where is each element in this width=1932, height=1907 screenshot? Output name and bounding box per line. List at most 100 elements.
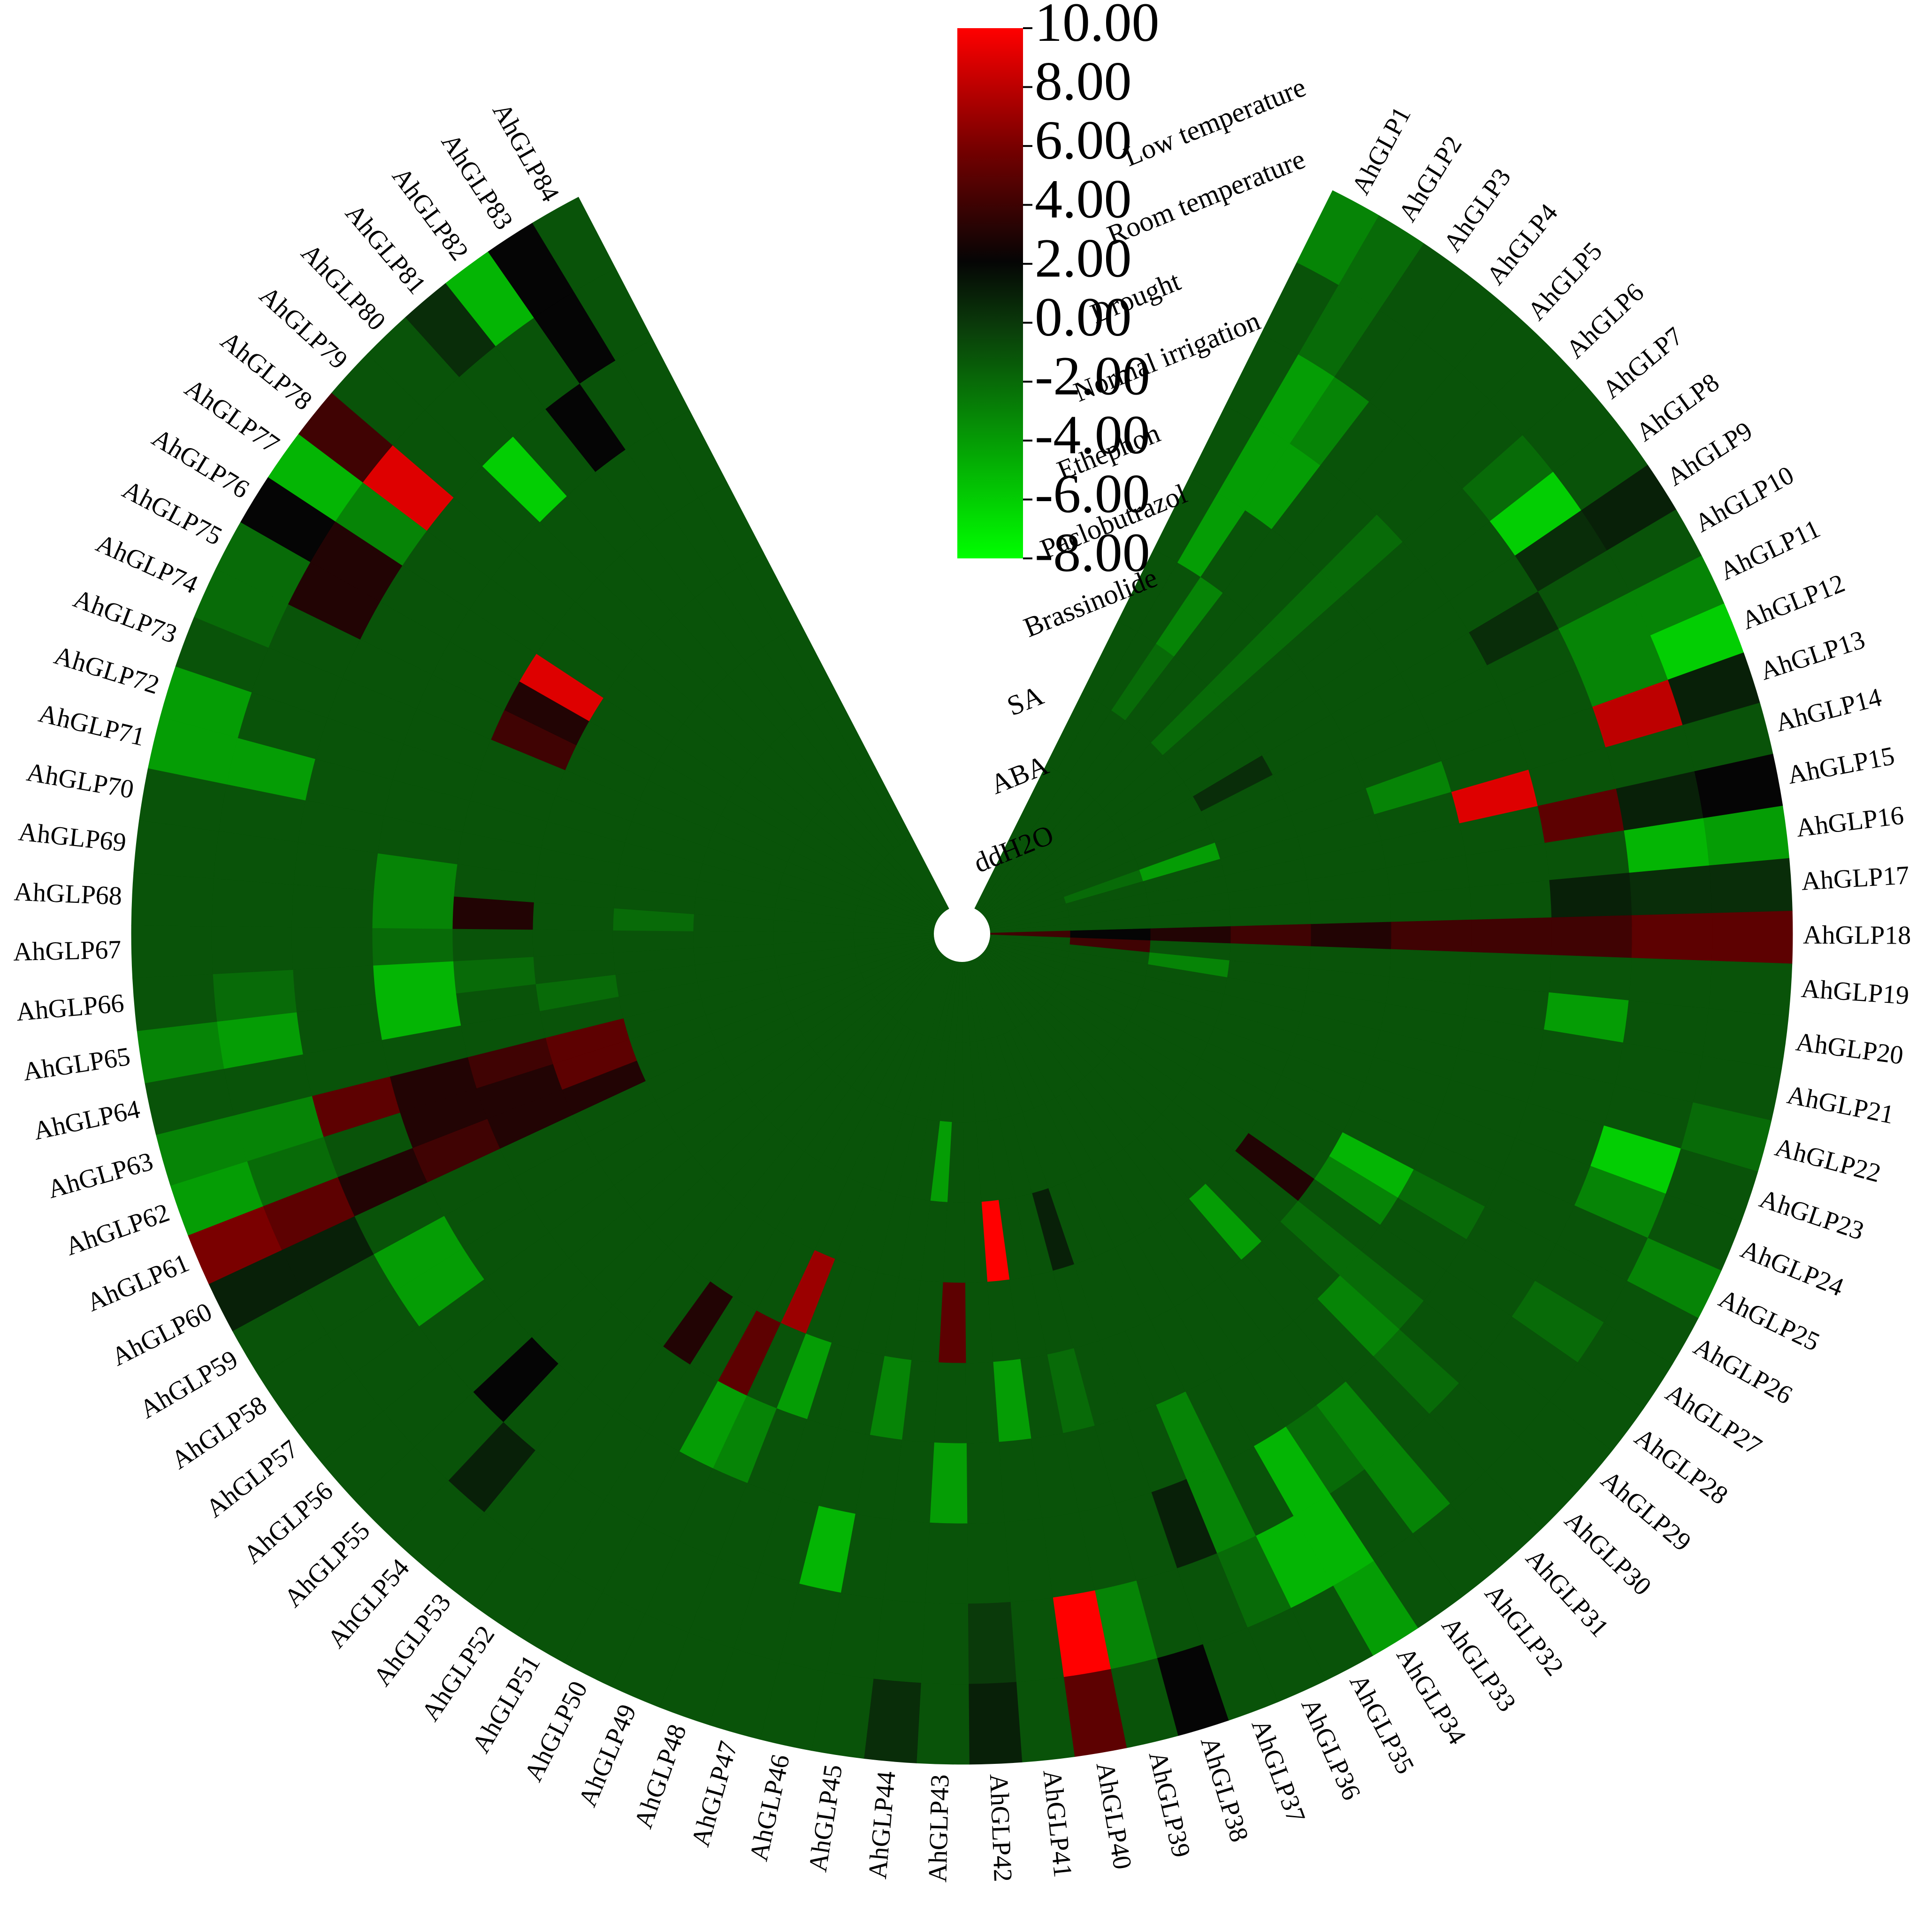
heatmap-cell <box>925 1522 968 1604</box>
legend-tick-label: -4.00 <box>1035 404 1150 465</box>
gene-label: AhGLP68 <box>13 877 122 911</box>
heatmap-cell <box>1708 961 1793 1017</box>
heatmap-cell <box>211 878 294 928</box>
gene-label: AhGLP14 <box>1772 683 1884 738</box>
gene-label: AhGLP19 <box>1800 974 1910 1010</box>
heatmap-cell <box>934 1362 967 1444</box>
heatmap-cell <box>938 1282 966 1364</box>
gene-label: AhGLP22 <box>1772 1132 1884 1188</box>
heatmap-cell <box>532 197 616 292</box>
gene-label: AhGLP37 <box>1245 1715 1311 1826</box>
gene-label: AhGLP49 <box>573 1700 642 1811</box>
gene-label: AhGLP25 <box>1714 1284 1824 1357</box>
heatmap-cell <box>1631 913 1713 961</box>
heatmap-cell <box>1311 922 1392 950</box>
gene-label: AhGLP63 <box>45 1147 156 1204</box>
heatmap-cell <box>1628 958 1712 1009</box>
gene-label: AhGLP44 <box>863 1770 901 1880</box>
heatmap-cell <box>131 872 214 927</box>
gene-label: AhGLP61 <box>83 1248 193 1317</box>
gene-label: AhGLP71 <box>36 699 147 752</box>
gene-label: AhGLP24 <box>1737 1235 1848 1302</box>
gene-label: AhGLP11 <box>1715 514 1825 586</box>
heatmap-cell <box>211 926 293 975</box>
gene-label: AhGLP16 <box>1795 801 1905 843</box>
gene-label: AhGLP74 <box>92 528 202 599</box>
heatmap-cell <box>452 928 534 961</box>
heatmap-cell <box>212 969 297 1022</box>
gene-label: AhGLP67 <box>13 935 122 967</box>
gene-label: AhGLP66 <box>15 989 125 1027</box>
gene-label: AhGLP17 <box>1801 861 1910 896</box>
heatmap-cell <box>929 1442 968 1524</box>
gene-label: AhGLP40 <box>1091 1760 1138 1871</box>
heatmap-cell <box>966 1442 1005 1524</box>
heatmap-cells <box>131 190 1793 1765</box>
gene-label: AhGLP18 <box>1803 921 1911 950</box>
gene-label: AhGLP50 <box>519 1677 593 1786</box>
gene-label: AhGLP48 <box>629 1721 692 1832</box>
gene-label: AhGLP39 <box>1143 1748 1196 1860</box>
color-legend: 10.008.006.004.002.000.00-2.00-4.00-6.00… <box>957 0 1160 583</box>
gene-label: AhGLP70 <box>24 757 136 804</box>
gene-label: AhGLP21 <box>1785 1080 1896 1129</box>
heatmap-cell <box>965 1362 999 1444</box>
center-hole <box>934 906 990 962</box>
heatmap-cell <box>1551 915 1633 959</box>
heatmap-cell <box>916 1683 970 1765</box>
gene-label: AhGLP12 <box>1738 569 1849 635</box>
heatmap-cell <box>967 1522 1011 1604</box>
gene-label: AhGLP73 <box>69 584 181 649</box>
legend-tick-label: -8.00 <box>1035 522 1150 583</box>
legend-tick-label: 8.00 <box>1035 51 1132 112</box>
gene-label: AhGLP46 <box>744 1752 795 1864</box>
gene-label: AhGLP20 <box>1794 1027 1905 1070</box>
heatmap-cell <box>1549 872 1632 918</box>
gene-label: AhGLP43 <box>923 1774 955 1883</box>
gene-label: AhGLP41 <box>1037 1769 1077 1879</box>
legend-tick-label: 4.00 <box>1035 168 1132 230</box>
gene-label: AhGLP36 <box>1295 1694 1366 1804</box>
gene-label: AhGLP13 <box>1756 625 1868 686</box>
heatmap-cell <box>920 1602 969 1685</box>
heatmap-cell <box>1230 924 1312 947</box>
gene-label: AhGLP65 <box>21 1042 132 1087</box>
condition-label: SA <box>1003 679 1048 722</box>
heatmap-cell <box>1709 858 1793 914</box>
heatmap-cell <box>1711 911 1793 964</box>
gene-label: AhGLP42 <box>984 1773 1017 1883</box>
legend-tick-label: 10.00 <box>1035 0 1160 53</box>
heatmap-cell <box>132 974 217 1031</box>
gene-label: AhGLP1 <box>1346 102 1417 199</box>
gene-label: AhGLP38 <box>1195 1733 1254 1845</box>
gene-label: AhGLP2 <box>1393 131 1468 227</box>
gene-label: AhGLP15 <box>1785 741 1897 790</box>
heatmap-cell <box>131 925 213 979</box>
gene-label: AhGLP72 <box>51 641 162 700</box>
legend-tick-label: -6.00 <box>1035 463 1150 525</box>
gene-label: AhGLP62 <box>61 1198 173 1261</box>
legend-tick-label: 0.00 <box>1035 286 1132 348</box>
gene-label: AhGLP64 <box>31 1095 143 1146</box>
heatmap-cell <box>863 1678 921 1763</box>
gene-label: AhGLP23 <box>1756 1184 1868 1246</box>
gene-label: AhGLP47 <box>686 1738 743 1850</box>
legend-ticks: 10.008.006.004.002.000.00-2.00-4.00-6.00… <box>1023 0 1160 583</box>
legend-color-bar <box>957 28 1023 558</box>
heatmap-cell <box>968 1602 1016 1685</box>
heatmap-cell <box>968 1682 1023 1765</box>
legend-tick-label: 2.00 <box>1035 227 1132 289</box>
legend-tick-label: -2.00 <box>1035 345 1150 406</box>
heatmap-cell <box>372 928 453 966</box>
heatmap-cell <box>532 929 614 957</box>
heatmap-cell <box>291 927 374 970</box>
heatmap-cell <box>291 884 374 928</box>
heatmap-cell <box>1629 865 1712 916</box>
gene-label: AhGLP9 <box>1662 416 1757 492</box>
heatmap-cell <box>1390 919 1472 953</box>
gene-label: AhGLP69 <box>17 817 127 857</box>
gene-label: AhGLP45 <box>803 1762 848 1874</box>
legend-tick-label: 6.00 <box>1035 109 1132 171</box>
heatmap-cell <box>1471 917 1552 955</box>
